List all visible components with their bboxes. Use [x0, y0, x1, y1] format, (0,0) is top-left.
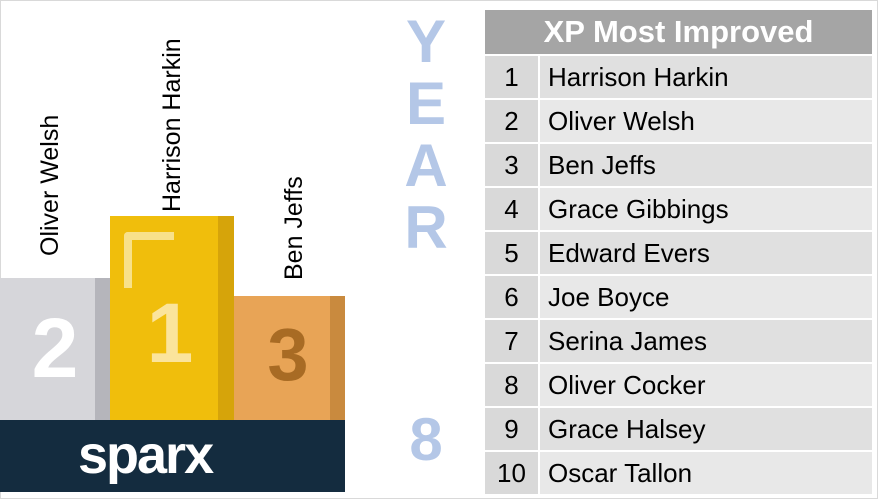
podium-corner-mark — [124, 232, 174, 288]
table-row: 2 Oliver Welsh — [485, 98, 872, 142]
name-cell: Edward Evers — [538, 232, 872, 274]
rank-cell: 3 — [485, 144, 538, 186]
podium-first-digit: 1 — [146, 286, 194, 380]
name-cell: Oscar Tallon — [538, 452, 872, 494]
rank-cell: 4 — [485, 188, 538, 230]
table-row: 9 Grace Halsey — [485, 406, 872, 450]
podium-first-name: Harrison Harkin — [158, 38, 186, 212]
rank-cell: 6 — [485, 276, 538, 318]
podium-third-block — [234, 296, 345, 420]
podium-third-digit: 3 — [267, 313, 309, 396]
podium-second-digit: 2 — [31, 301, 79, 395]
rank-cell: 8 — [485, 364, 538, 406]
name-cell: Joe Boyce — [538, 276, 872, 318]
sparx-logo: sparx — [78, 425, 214, 485]
table-row: 3 Ben Jeffs — [485, 142, 872, 186]
name-cell: Grace Gibbings — [538, 188, 872, 230]
leaderboard-body: 1 Harrison Harkin 2 Oliver Welsh 3 Ben Jeff… — [485, 54, 872, 494]
podium-second-name: Oliver Welsh — [36, 114, 64, 256]
name-cell: Harrison Harkin — [538, 56, 872, 98]
rank-cell: 5 — [485, 232, 538, 274]
rank-cell: 1 — [485, 56, 538, 98]
year-number: 8 — [409, 406, 443, 473]
rank-cell: 9 — [485, 408, 538, 450]
year-letter: Y — [405, 8, 447, 75]
table-row: 1 Harrison Harkin — [485, 54, 872, 98]
table-row: 10 Oscar Tallon — [485, 450, 872, 494]
name-cell: Oliver Cocker — [538, 364, 872, 406]
table-row: 7 Serina James — [485, 318, 872, 362]
name-cell: Ben Jeffs — [538, 144, 872, 186]
table-row: 6 Joe Boyce — [485, 274, 872, 318]
rank-cell: 7 — [485, 320, 538, 362]
name-cell: Oliver Welsh — [538, 100, 872, 142]
rank-cell: 2 — [485, 100, 538, 142]
name-cell: Serina James — [538, 320, 872, 362]
rank-cell: 10 — [485, 452, 538, 494]
table-row: 4 Grace Gibbings — [485, 186, 872, 230]
brand-bar — [0, 420, 345, 492]
leaderboard-title: XP Most Improved — [485, 10, 872, 54]
year-label: Y E A R — [400, 12, 452, 260]
name-cell: Grace Halsey — [538, 408, 872, 450]
podium-third-name: Ben Jeffs — [280, 176, 308, 280]
leaderboard-table: XP Most Improved 1 Harrison Harkin 2 Olive… — [485, 10, 872, 494]
year-letter: E — [405, 70, 447, 137]
year-letter: A — [404, 132, 448, 199]
podium-second-block — [0, 278, 110, 420]
table-row: 8 Oliver Cocker — [485, 362, 872, 406]
table-row: 5 Edward Evers — [485, 230, 872, 274]
podium-graphic: 2 1 3 Oliver Welsh Harrison Harkin Ben J… — [0, 0, 350, 499]
year-letter: R — [404, 194, 448, 261]
